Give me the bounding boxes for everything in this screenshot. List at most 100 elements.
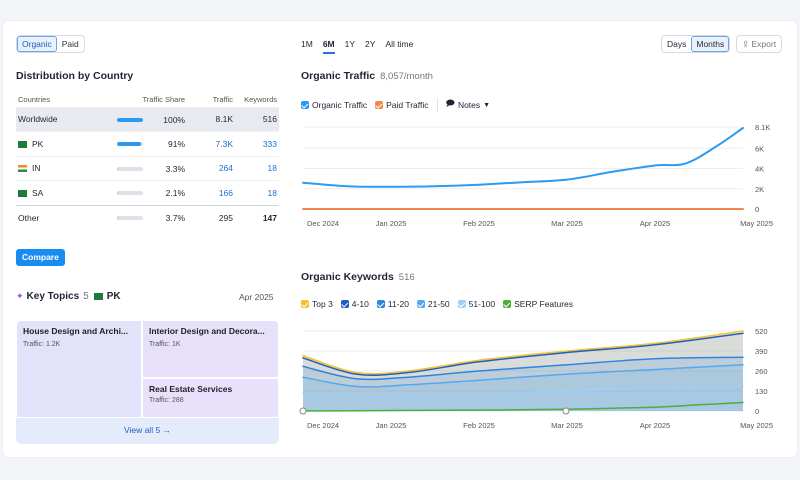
series-area: [303, 364, 743, 411]
y-tick-label: 4K: [755, 165, 764, 174]
tab-organic[interactable]: Organic: [17, 36, 57, 52]
traffic-value: 8.1K: [187, 106, 235, 132]
range-all-time[interactable]: All time: [385, 39, 414, 49]
legend-11-20[interactable]: 11-20: [376, 299, 409, 309]
series-area: [303, 331, 743, 411]
col-traffic: Traffic: [212, 95, 233, 105]
range-2y[interactable]: 2Y: [365, 39, 376, 49]
topic-name: Real Estate Services: [149, 384, 233, 394]
legend-label: 4-10: [351, 299, 369, 309]
series-area: [303, 333, 743, 411]
topic-name: House Design and Archi...: [23, 326, 129, 336]
pk-flag-icon: [18, 140, 27, 148]
legend-51-100[interactable]: 51-100: [457, 299, 496, 309]
x-tick-label: Apr 2025: [640, 421, 670, 430]
range-1y[interactable]: 1Y: [344, 39, 356, 49]
x-tick-label: May 2025: [740, 219, 773, 228]
table-row[interactable]: PK 91% 7.3K 333: [16, 131, 279, 156]
checkbox-icon: [375, 101, 384, 109]
series-line: [302, 332, 744, 376]
checkbox-icon: [457, 300, 466, 308]
y-tick-label: 0: [755, 205, 759, 214]
legend-4-10[interactable]: 4-10: [340, 299, 369, 309]
key-topics-country: PK: [106, 291, 121, 302]
checkbox-icon: [503, 300, 512, 308]
organic-traffic-title: Organic Traffic 8,057/month: [301, 70, 433, 82]
view-all-link[interactable]: View all 5 →: [16, 418, 279, 444]
keywords-link[interactable]: 18: [235, 155, 279, 181]
organic-keywords-heading: Organic Keywords: [301, 271, 394, 283]
range-selector: 1M 6M 1Y 2Y All time: [301, 39, 413, 54]
traffic-link[interactable]: 166: [187, 180, 235, 205]
topic-traffic: Traffic: 1.2K: [23, 341, 61, 348]
key-topics-title: Key Topics: [26, 291, 80, 302]
months-button[interactable]: Months: [691, 36, 730, 52]
key-topics-header: ✦ Key Topics 5 PK: [16, 291, 121, 302]
compare-button[interactable]: Compare: [16, 249, 65, 266]
table-row[interactable]: IN 3.3% 264 18: [16, 155, 279, 181]
y-tick-label: 130: [755, 387, 768, 396]
topic-tile[interactable]: House Design and Archi... Traffic: 1.2K: [16, 320, 142, 418]
x-tick-label: May 2025: [740, 421, 773, 430]
legend-label: Paid Traffic: [386, 100, 429, 110]
legend-serp-features[interactable]: SERP Features: [503, 299, 573, 309]
table-row[interactable]: SA 2.1% 166 18: [16, 180, 279, 205]
series-area: [303, 386, 743, 411]
export-label: Export: [751, 39, 777, 49]
share-value: 91%: [167, 139, 185, 150]
in-flag-icon: [18, 165, 27, 173]
x-tick-label: Apr 2025: [640, 219, 670, 228]
sparkle-icon: ✦: [16, 291, 24, 301]
topic-tile[interactable]: Real Estate Services Traffic: 288: [142, 378, 279, 418]
range-6m[interactable]: 6M: [322, 39, 335, 54]
legend-organic-traffic[interactable]: Organic Traffic: [301, 100, 367, 110]
range-1m[interactable]: 1M: [301, 39, 313, 49]
share-bar: [117, 166, 143, 171]
y-tick-label: 6K: [755, 144, 764, 153]
legend-top-3[interactable]: Top 3: [301, 299, 333, 309]
keywords-link[interactable]: 333: [235, 131, 279, 156]
distribution-title: Distribution by Country: [16, 70, 134, 82]
y-tick-label: 2K: [755, 185, 764, 194]
chevron-down-icon: ▼: [483, 101, 491, 109]
series-line: [302, 385, 744, 399]
dashboard-card: Organic Paid Distribution by Country Cou…: [3, 21, 797, 457]
export-icon: ⇪: [742, 39, 750, 49]
share-bar: [117, 216, 143, 220]
legend-21-50[interactable]: 21-50: [416, 299, 450, 309]
table-row[interactable]: Other 3.7% 295 147: [16, 204, 279, 230]
y-tick-label: 520: [755, 327, 768, 336]
organic-traffic-chart: 8.1K 6K 4K 2K 0 Dec 2024 Jan 2025 Feb 2025 Mar 2…: [302, 123, 773, 228]
pk-flag-icon: [93, 293, 103, 300]
topic-tile[interactable]: Interior Design and Decora... Traffic: 1…: [142, 320, 279, 378]
days-button[interactable]: Days: [667, 39, 687, 49]
country-name: Other: [16, 204, 95, 230]
keywords-link[interactable]: 18: [235, 180, 279, 205]
x-tick-label: Mar 2025: [551, 219, 583, 228]
traffic-link[interactable]: 7.3K: [187, 131, 235, 156]
annotation-marker: [562, 407, 570, 415]
country-name: SA: [32, 187, 44, 198]
sa-flag-icon: [18, 189, 27, 197]
checkbox-icon: [416, 300, 425, 308]
series-line: [302, 127, 744, 188]
traffic-value: 295: [187, 204, 235, 230]
checkbox-icon: [301, 300, 309, 308]
series-line: [302, 364, 744, 388]
legend-label: 51-100: [468, 299, 496, 309]
legend-label: 11-20: [387, 299, 409, 309]
col-countries: Countries: [18, 95, 51, 105]
export-button[interactable]: ⇪ Export: [736, 35, 783, 53]
country-name: PK: [32, 138, 44, 149]
tab-paid[interactable]: Paid: [61, 39, 79, 49]
table-row[interactable]: Worldwide 100% 8.1K 516: [16, 106, 279, 132]
key-topics-date: Apr 2025: [239, 292, 274, 302]
keywords-value: 147: [235, 204, 279, 230]
topic-traffic: Traffic: 288: [149, 397, 184, 404]
x-tick-label: Dec 2024: [307, 421, 339, 430]
x-tick-label: Jan 2025: [376, 421, 407, 430]
legend-paid-traffic[interactable]: Paid Traffic: [375, 100, 429, 110]
share-bar: [117, 142, 143, 147]
notes-dropdown[interactable]: 🗩 Notes ▼: [436, 98, 491, 112]
traffic-link[interactable]: 264: [187, 155, 235, 181]
